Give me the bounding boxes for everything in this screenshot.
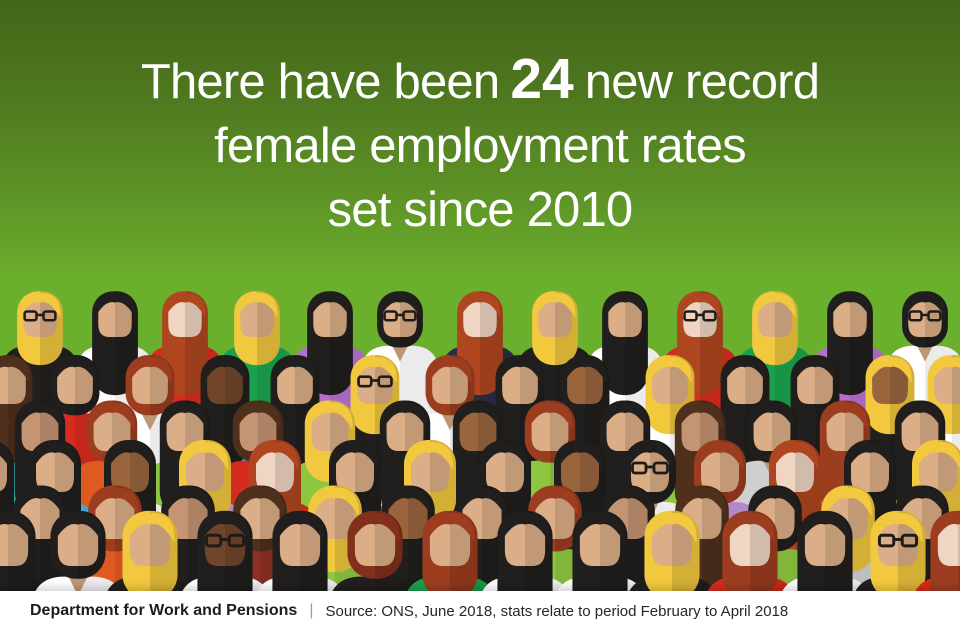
crowd-person xyxy=(629,510,715,591)
person-glasses xyxy=(23,310,57,322)
crowd-person xyxy=(407,510,493,591)
headline-number: 24 xyxy=(510,47,574,111)
headline-text-pre: There have been xyxy=(140,55,500,109)
person-glasses xyxy=(383,310,417,322)
crowd-person xyxy=(332,510,418,591)
source-text: Source: ONS, June 2018, stats relate to … xyxy=(325,603,789,620)
crowd-person xyxy=(482,510,568,591)
person-glasses xyxy=(908,310,942,322)
crowd-person xyxy=(782,510,868,591)
person-glasses xyxy=(631,461,669,475)
person-glasses xyxy=(204,533,246,548)
department-name: Department for Work and Pensions xyxy=(30,602,298,619)
crowd-person xyxy=(107,510,193,591)
crowd-person xyxy=(855,510,941,591)
crowd-person xyxy=(707,510,793,591)
crowd-person xyxy=(257,510,343,591)
person-glasses xyxy=(877,533,919,548)
crowd-person xyxy=(182,510,268,591)
headline-line-2: female employment rates xyxy=(214,119,747,173)
headline-line-3: set since 2010 xyxy=(327,183,634,237)
headline-text-post: new record xyxy=(584,55,820,109)
source-footer: Department for Work and Pensions | Sourc… xyxy=(0,591,960,640)
crowd-person xyxy=(915,510,960,591)
crowd-illustration xyxy=(0,291,960,591)
person-glasses xyxy=(683,310,717,322)
crowd-person xyxy=(557,510,643,591)
person-glasses xyxy=(357,375,393,388)
headline: There have been 24 new record female emplo… xyxy=(0,50,960,242)
footer-separator: | xyxy=(309,602,314,619)
headline-line-1: There have been 24 new record xyxy=(0,50,960,114)
